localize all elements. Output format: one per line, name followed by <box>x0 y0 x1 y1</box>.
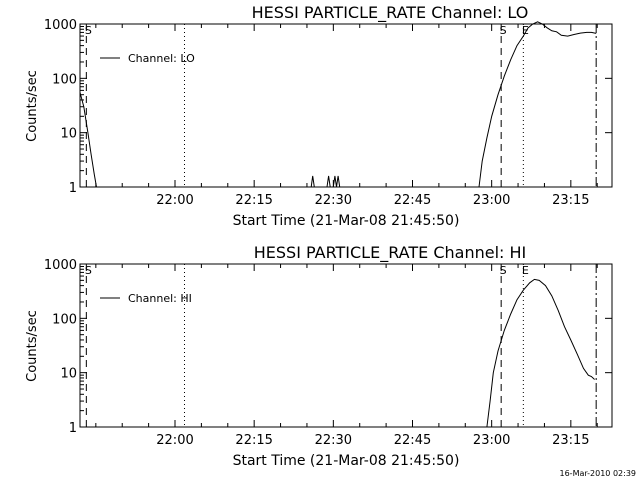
y-tick-label-hi: 1000 <box>44 258 77 273</box>
y-tick-label-hi: 1 <box>69 421 77 436</box>
x-axis-title-lo: Start Time (21-Mar-08 21:45:50) <box>233 213 460 229</box>
x-axis-lo: 22:00 22:15 22:30 22:45 23:00 23:15 <box>95 24 598 208</box>
time-marker-label-hi: S <box>85 264 92 277</box>
x-tick-label-lo: 22:15 <box>235 193 272 208</box>
x-tick-label-hi: 22:00 <box>156 433 193 448</box>
y-tick-label-hi: 10 <box>60 367 77 382</box>
time-marker-label-lo: S <box>85 24 92 37</box>
x-tick-label-lo: 23:15 <box>552 193 589 208</box>
x-tick-label-hi: 22:45 <box>394 433 431 448</box>
legend-label-hi: Channel: HI <box>128 292 192 305</box>
series-line-hi <box>486 278 595 428</box>
chart-panel-hi: HESSI PARTICLE_RATE Channel: HI S S E 22:0… <box>25 243 613 469</box>
y-tick-label-lo: 10 <box>60 127 77 142</box>
x-tick-label-hi: 23:00 <box>473 433 510 448</box>
plot-frame-lo <box>79 23 613 188</box>
series-line-lo <box>79 21 597 188</box>
x-axis-title-hi: Start Time (21-Mar-08 21:45:50) <box>233 453 460 469</box>
y-tick-label-lo: 1 <box>69 181 77 196</box>
y-axis-title-hi: Counts/sec <box>25 310 40 382</box>
y-axis-hi: 1 10 100 1000 <box>44 258 612 436</box>
x-axis-hi: 22:00 22:15 22:30 22:45 23:00 23:15 <box>95 264 598 448</box>
time-marker-label-lo: E <box>522 24 529 37</box>
chart-title-hi: HESSI PARTICLE_RATE Channel: HI <box>254 243 527 263</box>
chart-title-lo: HESSI PARTICLE_RATE Channel: LO <box>252 3 529 23</box>
y-axis-lo: 1 10 100 1000 <box>44 18 612 196</box>
x-tick-label-lo: 23:00 <box>473 193 510 208</box>
x-tick-label-lo: 22:45 <box>394 193 431 208</box>
x-tick-label-lo: 22:30 <box>315 193 352 208</box>
x-tick-label-hi: 22:15 <box>235 433 272 448</box>
y-tick-label-lo: 1000 <box>44 18 77 33</box>
legend-label-lo: Channel: LO <box>128 52 195 65</box>
x-tick-label-lo: 22:00 <box>156 193 193 208</box>
chart-panel-lo: HESSI PARTICLE_RATE Channel: LO S S E 22:0… <box>25 3 613 229</box>
x-tick-label-hi: 23:15 <box>552 433 589 448</box>
y-tick-label-hi: 100 <box>52 312 77 327</box>
time-marker-label-lo: S <box>500 24 507 37</box>
y-tick-label-lo: 100 <box>52 72 77 87</box>
time-marker-label-hi: S <box>500 264 507 277</box>
plot-frame-hi <box>79 263 613 428</box>
plot-timestamp: 16-Mar-2010 02:39 <box>560 469 637 478</box>
x-tick-label-hi: 22:30 <box>315 433 352 448</box>
time-marker-label-hi: E <box>522 264 529 277</box>
y-axis-title-lo: Counts/sec <box>25 70 40 142</box>
